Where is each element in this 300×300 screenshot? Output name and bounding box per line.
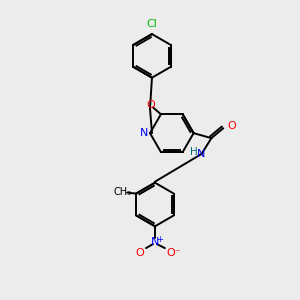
Text: CH₃: CH₃ (113, 187, 131, 196)
Text: H: H (190, 147, 197, 157)
Text: +: + (157, 235, 163, 244)
Text: O: O (136, 248, 145, 258)
Text: N: N (197, 149, 206, 159)
Text: O: O (227, 121, 236, 131)
Text: Cl: Cl (146, 19, 158, 29)
Text: O⁻: O⁻ (167, 248, 181, 258)
Text: O: O (147, 100, 155, 110)
Text: N: N (140, 128, 148, 138)
Text: N: N (151, 237, 159, 247)
